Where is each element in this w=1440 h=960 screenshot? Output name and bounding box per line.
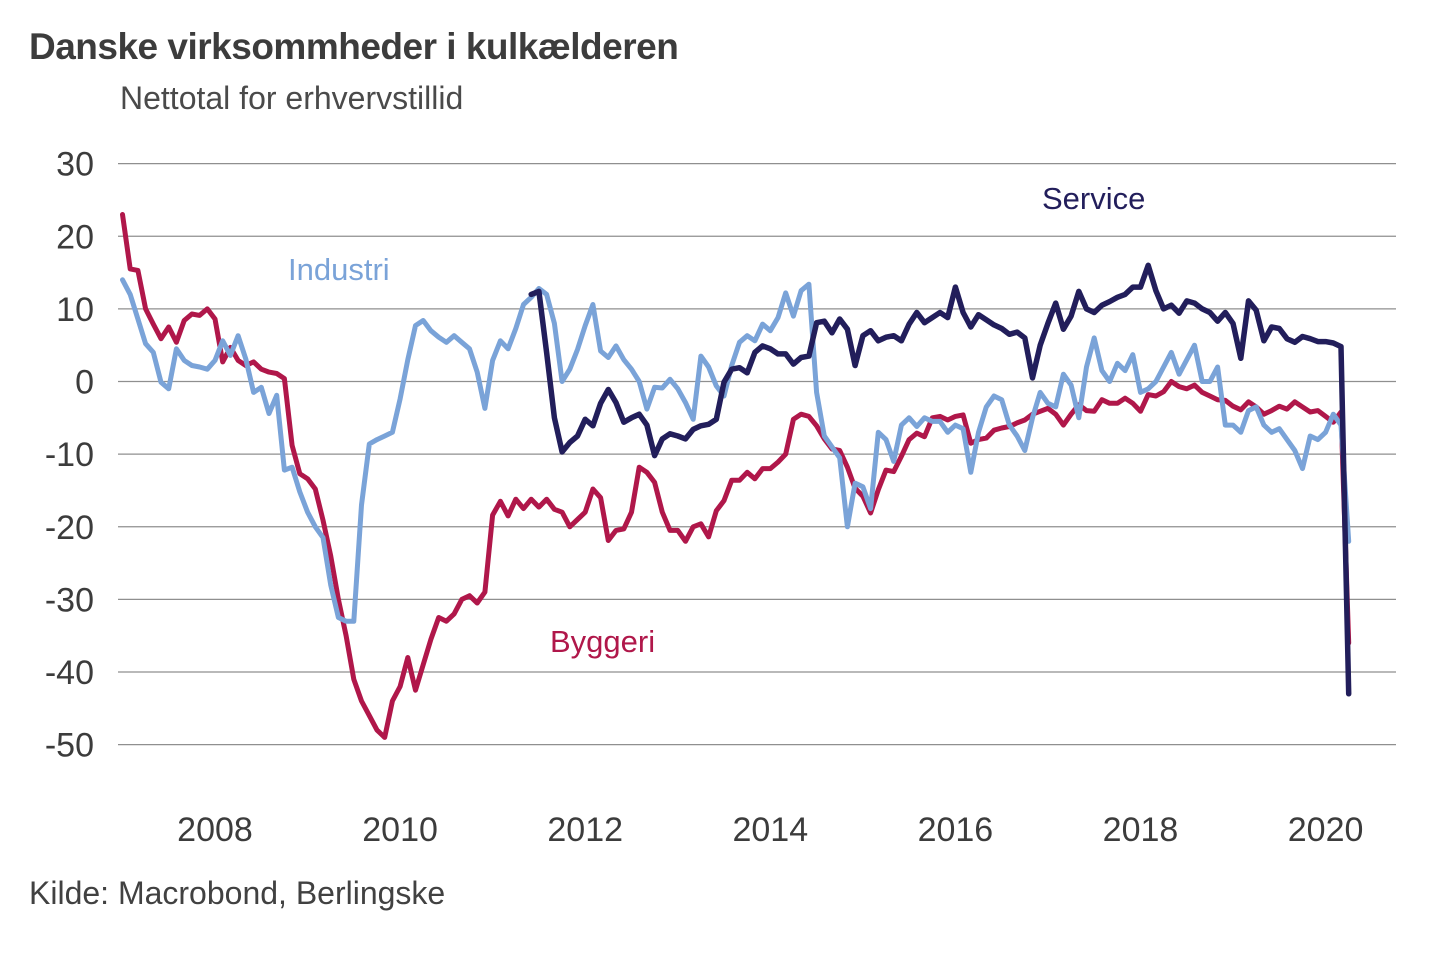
y-tick-label-0: 0	[75, 364, 94, 402]
series-label-industri: Industri	[288, 252, 390, 287]
y-tick-label--20: -20	[45, 509, 94, 547]
series-label-byggeri: Byggeri	[550, 624, 656, 659]
x-tick-label-2016: 2016	[918, 811, 994, 849]
y-tick-label--40: -40	[45, 654, 94, 692]
series-label-service: Service	[1042, 181, 1146, 216]
x-tick-label-2008: 2008	[177, 811, 253, 849]
series-lines-layer	[120, 212, 1352, 740]
x-axis-tick-labels: 2008 2010 2012 2014 2016 2018 2020	[177, 811, 1363, 849]
y-tick-label--30: -30	[45, 581, 94, 619]
x-tick-label-2010: 2010	[362, 811, 438, 849]
y-tick-label-20: 20	[56, 218, 94, 256]
x-tick-label-2018: 2018	[1103, 811, 1179, 849]
chart-title: Danske virksommheder i kulkælderen	[29, 26, 679, 67]
gridlines-layer	[118, 162, 1396, 746]
y-tick-label--50: -50	[45, 727, 94, 765]
y-tick-label-10: 10	[56, 291, 94, 329]
series-line-service	[528, 262, 1352, 697]
series-line-industri	[120, 277, 1352, 624]
source-credit: Kilde: Macrobond, Berlingske	[29, 875, 446, 911]
x-tick-label-2014: 2014	[732, 811, 808, 849]
y-axis-tick-labels: 30 20 10 0 -10 -20 -30 -40 -50	[45, 146, 94, 765]
y-tick-label--10: -10	[45, 436, 94, 474]
chart-subtitle: Nettotal for erhvervstillid	[120, 80, 464, 116]
x-tick-label-2020: 2020	[1288, 811, 1364, 849]
y-tick-label-30: 30	[56, 146, 94, 184]
series-line-byggeri	[120, 212, 1352, 740]
x-tick-label-2012: 2012	[547, 811, 623, 849]
